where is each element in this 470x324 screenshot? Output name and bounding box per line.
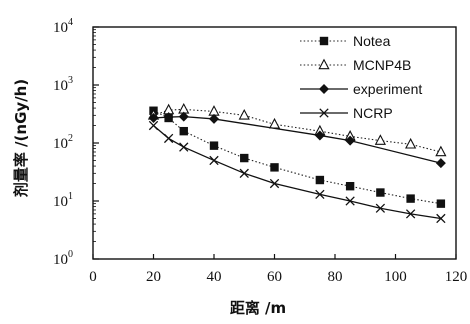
data-point: [406, 194, 415, 203]
x-tick-label: 20: [146, 269, 161, 285]
data-point: [163, 133, 174, 144]
x-tick-label: 120: [445, 269, 468, 285]
series-line: [153, 110, 441, 205]
data-point: [315, 189, 325, 200]
series-line: [153, 108, 442, 153]
data-point: [319, 84, 329, 94]
legend-label: MCNP4B: [353, 57, 411, 73]
data-point: [240, 153, 249, 163]
data-point: [405, 209, 416, 219]
data-point: [209, 155, 219, 166]
data-point: [405, 137, 417, 149]
x-tick-label: 60: [267, 269, 282, 285]
data-point: [148, 112, 159, 123]
data-point: [318, 58, 330, 70]
data-point: [435, 158, 446, 169]
data-point: [239, 168, 249, 178]
series-line: [153, 125, 441, 220]
series-experiment: [148, 111, 446, 169]
series-mcnp4b: [147, 102, 447, 157]
tick-labels: 0 20 40 60 80 100 120 100 101 102 103 104: [53, 17, 467, 285]
data-point: [436, 213, 446, 224]
data-point: [345, 196, 355, 206]
data-point: [375, 203, 386, 213]
series-ncrp: [148, 120, 446, 224]
data-point: [319, 108, 329, 118]
legend-label: experiment: [353, 81, 422, 97]
plot-area: [147, 102, 447, 224]
data-point: [209, 141, 219, 150]
data-point: [208, 105, 220, 116]
y-tick-label: 104: [53, 17, 73, 36]
legend-item: MCNP4B: [300, 57, 411, 73]
legend-label: Notea: [353, 33, 391, 49]
data-point: [374, 134, 386, 145]
data-point: [314, 130, 325, 141]
data-point: [270, 163, 279, 172]
axes: [92, 26, 457, 260]
data-point: [435, 145, 447, 157]
data-point: [315, 175, 325, 185]
data-point: [345, 135, 356, 146]
data-point: [345, 181, 355, 191]
y-tick-label: 100: [53, 249, 73, 268]
legend: Notea MCNP4B experiment NCRP: [300, 33, 422, 121]
y-tick-label: 101: [53, 191, 73, 210]
legend-item: NCRP: [300, 105, 393, 121]
x-axis-label: 距离 /m: [230, 299, 286, 317]
data-point: [436, 199, 446, 208]
legend-item: experiment: [300, 81, 422, 97]
data-point: [238, 108, 250, 120]
data-point: [319, 36, 329, 46]
x-tick-label: 80: [328, 269, 343, 285]
y-tick-label: 103: [53, 75, 73, 94]
legend-label: NCRP: [353, 105, 393, 121]
data-point: [179, 142, 189, 152]
y-axis-label: 剂量率 /(nGy/h): [12, 79, 30, 197]
data-point: [163, 112, 174, 123]
y-tick-label: 102: [53, 133, 73, 152]
data-point: [209, 113, 219, 124]
series-line: [153, 115, 442, 164]
x-tick-label: 0: [89, 269, 97, 285]
data-point: [178, 111, 189, 122]
x-tick-label: 40: [207, 269, 222, 285]
series-notea: [149, 106, 446, 208]
data-point: [179, 126, 188, 136]
x-tick-label: 100: [384, 269, 407, 285]
data-point: [269, 178, 280, 189]
data-point: [376, 188, 385, 197]
data-point: [148, 120, 159, 131]
legend-item: Notea: [300, 33, 391, 49]
data-point: [268, 117, 281, 129]
